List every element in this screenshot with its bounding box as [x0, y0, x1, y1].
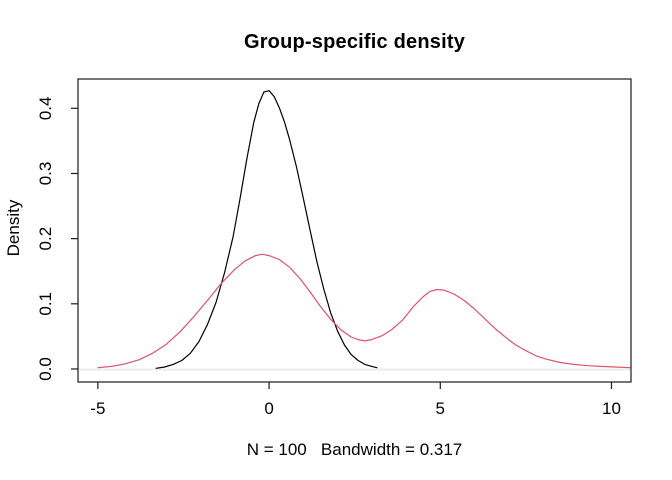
y-tick-label: 0.2 [36, 227, 55, 251]
density-curve-group-1-density [155, 90, 378, 369]
y-tick-label: 0.1 [36, 292, 55, 316]
density-curve-group-2-density [97, 253, 631, 369]
x-tick-label: -5 [90, 399, 105, 418]
x-tick-label: 5 [436, 399, 445, 418]
y-axis-label: Density [4, 199, 23, 257]
y-tick-label: 0.4 [36, 97, 55, 121]
y-tick-label: 0.3 [36, 162, 55, 186]
plot-box [77, 78, 632, 383]
y-tick-label: 0.0 [36, 357, 55, 381]
plot-title: Group-specific density [243, 31, 466, 53]
x-tick-label: 10 [602, 399, 621, 418]
x-axis-label: N = 100 Bandwidth = 0.317 [246, 440, 463, 459]
x-tick-label: 0 [264, 399, 273, 418]
